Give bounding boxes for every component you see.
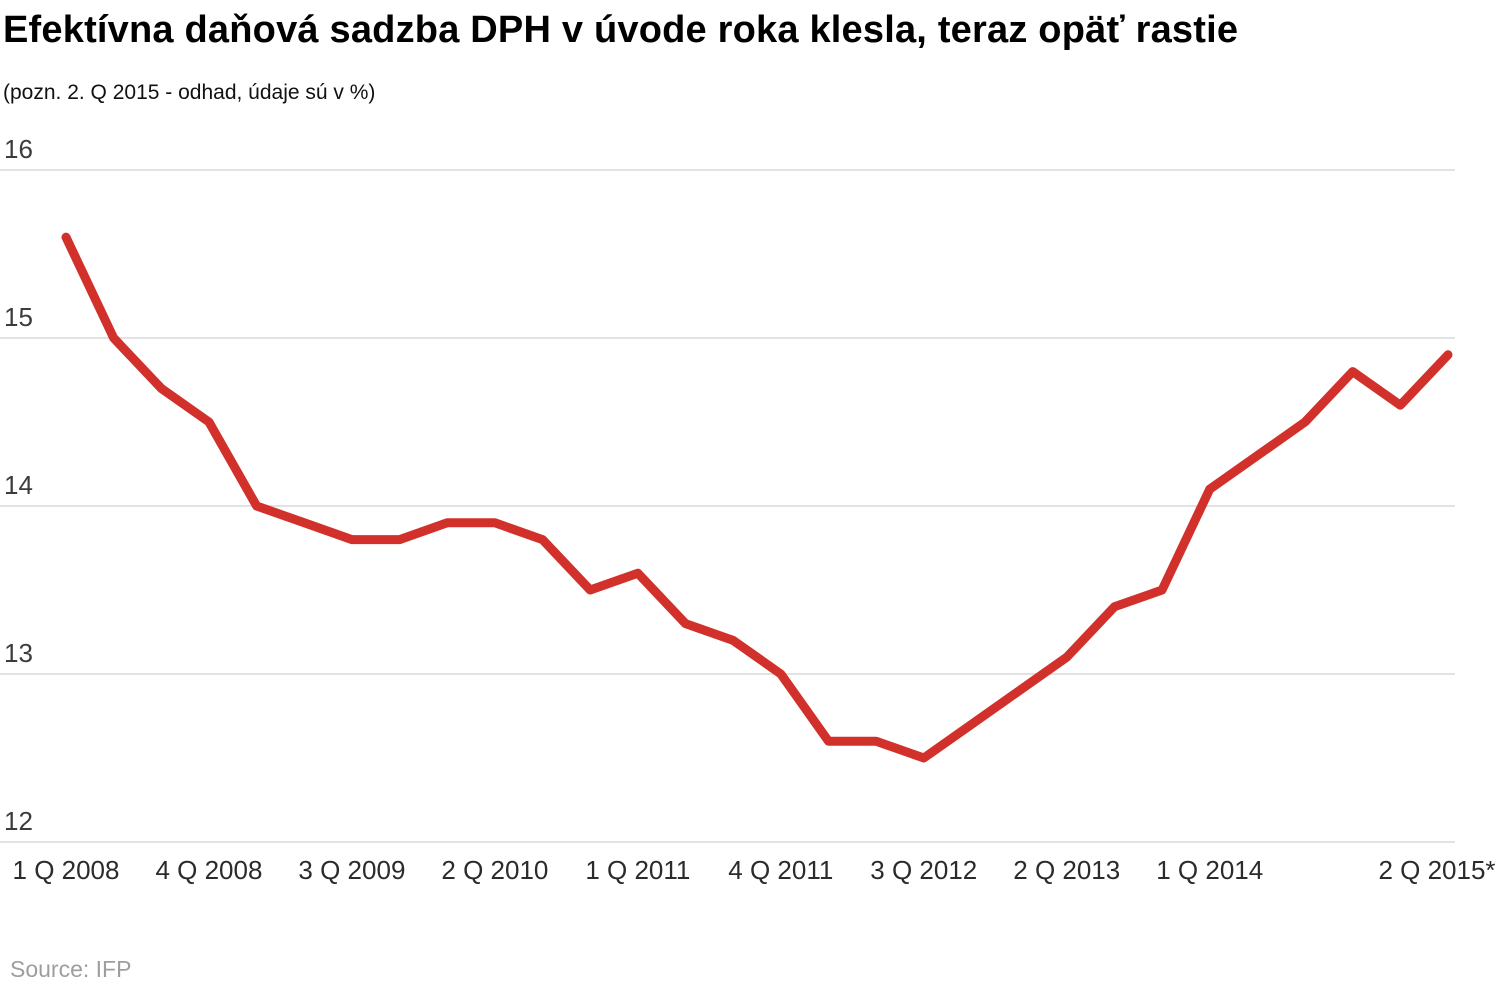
x-tick-label: 4 Q 2008 — [155, 854, 263, 885]
x-tick-label: 3 Q 2009 — [298, 854, 406, 885]
y-tick-label: 12 — [4, 805, 33, 836]
chart-title: Efektívna daňová sadzba DPH v úvode roka… — [3, 9, 1239, 51]
chart-subtitle: (pozn. 2. Q 2015 - odhad, údaje sú v %) — [3, 80, 376, 104]
gridlines — [0, 168, 1455, 843]
x-tick-label: 2 Q 2013 — [1013, 854, 1121, 885]
plot-area — [0, 168, 1455, 843]
x-tick-label: 2 Q 2010 — [441, 854, 549, 885]
tax-rate-line — [61, 232, 1453, 763]
source-label: Source: IFP — [10, 955, 132, 982]
line-chart: 16 15 14 13 12 1 Q 2008 4 Q 2008 3 Q 2009 2 Q 2… — [0, 131, 1496, 901]
y-tick-label: 14 — [4, 469, 33, 500]
x-tick-label: 1 Q 2014 — [1156, 854, 1264, 885]
x-tick-label: 2 Q 2015* — [1378, 854, 1496, 885]
y-tick-label: 16 — [4, 133, 33, 164]
x-tick-label: 3 Q 2012 — [870, 854, 978, 885]
x-tick-label: 4 Q 2011 — [728, 854, 834, 885]
y-tick-label: 13 — [4, 637, 33, 668]
x-tick-label: 1 Q 2008 — [12, 854, 120, 885]
x-tick-label: 1 Q 2011 — [585, 854, 691, 885]
y-tick-label: 15 — [4, 301, 33, 332]
